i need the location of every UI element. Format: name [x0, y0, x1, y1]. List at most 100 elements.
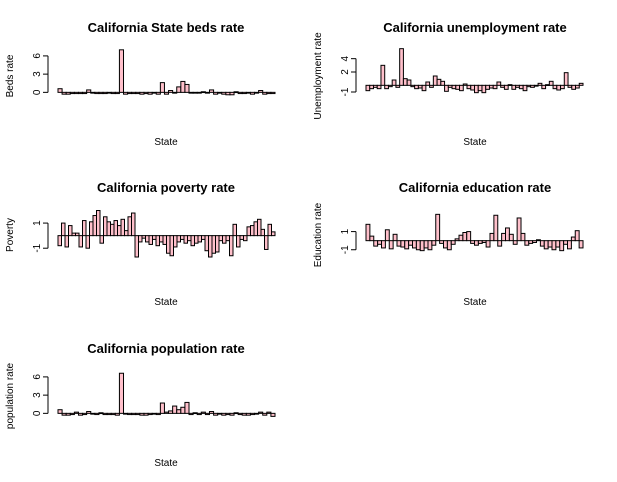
bar: [236, 235, 241, 248]
y-axis-label: Beds rate: [5, 54, 16, 97]
bar: [208, 235, 213, 258]
y-tick-label: -1: [340, 87, 351, 96]
bar: [201, 235, 206, 240]
bar: [257, 218, 262, 237]
y-axis-label: population rate: [5, 362, 16, 429]
bar: [536, 239, 541, 242]
bar: [155, 91, 161, 95]
bar: [75, 232, 80, 237]
bar: [264, 235, 269, 250]
bar: [113, 220, 118, 237]
bar: [571, 84, 577, 90]
bar: [436, 78, 442, 86]
bar: [266, 91, 272, 95]
bar: [120, 218, 125, 237]
bar: [73, 411, 79, 414]
bar: [102, 91, 108, 95]
plot-area: -1 1: [32, 210, 276, 258]
bar: [402, 78, 408, 86]
bar: [520, 232, 526, 242]
bar: [204, 235, 209, 252]
bar: [254, 412, 260, 415]
bar: [365, 84, 371, 92]
bar: [481, 84, 487, 94]
bar: [77, 91, 84, 95]
bar: [159, 402, 165, 414]
bar: [395, 84, 401, 88]
bar: [373, 240, 379, 247]
bar: [477, 84, 483, 92]
bar: [233, 412, 239, 415]
bar: [408, 240, 414, 246]
bar: [462, 232, 468, 242]
bar: [406, 79, 412, 86]
bar: [77, 412, 84, 416]
bar: [541, 84, 547, 90]
bar: [508, 233, 514, 242]
bar: [526, 84, 532, 88]
bar: [229, 91, 235, 96]
bar: [135, 412, 141, 416]
bar: [400, 240, 406, 248]
bar: [221, 412, 227, 416]
x-axis-label: State: [463, 297, 487, 308]
bar: [372, 84, 378, 88]
chart-title: California poverty rate: [97, 180, 235, 195]
plot-area: -1 2 4: [340, 48, 584, 96]
bar: [545, 84, 550, 86]
bar: [192, 91, 198, 94]
bar: [267, 223, 272, 237]
bar: [131, 212, 136, 237]
bar: [559, 240, 565, 252]
bar: [65, 412, 71, 416]
x-axis-label: State: [154, 137, 178, 148]
bar: [85, 235, 90, 249]
bar: [524, 240, 530, 246]
bar: [443, 240, 448, 249]
bar: [127, 91, 133, 95]
bar: [440, 80, 446, 86]
bar: [172, 91, 178, 94]
bar: [145, 235, 150, 243]
plot-area: 0 3 6: [32, 49, 276, 96]
bar: [270, 91, 276, 95]
bar: [197, 235, 202, 243]
bar: [124, 230, 129, 237]
bar: [253, 221, 258, 237]
bar: [548, 80, 554, 86]
bar: [229, 235, 234, 257]
bar: [485, 240, 491, 248]
bar: [204, 412, 210, 416]
bar: [61, 91, 67, 95]
population-rate-panel: California population rate State populat…: [5, 341, 276, 469]
bar: [139, 412, 145, 416]
bar: [183, 235, 188, 244]
bar: [522, 84, 528, 92]
bar: [260, 228, 265, 237]
bar: [148, 235, 153, 245]
bar: [414, 84, 419, 90]
bar: [396, 240, 402, 247]
bar: [516, 217, 522, 242]
bar: [462, 83, 468, 86]
bar: [450, 240, 456, 245]
y-tick-label: 2: [340, 69, 351, 75]
bar: [86, 89, 92, 93]
unemployment-rate-panel: California unemployment rate State Unemp…: [313, 20, 584, 148]
bar: [71, 232, 76, 237]
bar: [151, 412, 157, 415]
bar: [249, 412, 256, 416]
bar: [229, 412, 235, 416]
bar: [381, 240, 386, 249]
bar: [454, 238, 460, 242]
bar: [64, 235, 69, 248]
bar: [505, 227, 510, 242]
bar: [135, 91, 141, 95]
y-tick-label: 6: [32, 374, 43, 380]
y-tick-label: -1: [32, 243, 43, 252]
bar: [176, 235, 181, 243]
bar: [501, 232, 507, 242]
bar: [173, 235, 178, 248]
bar: [515, 84, 520, 88]
x-axis-label: State: [463, 137, 487, 148]
